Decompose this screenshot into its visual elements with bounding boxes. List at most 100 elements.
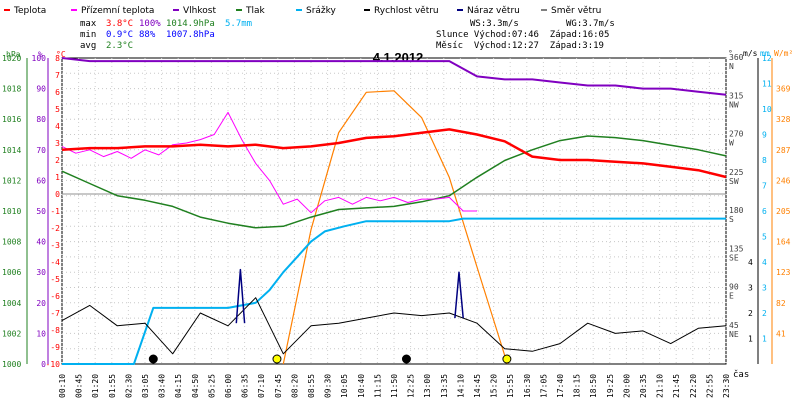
x-tick-label: 01:20 <box>91 374 100 398</box>
tick-label-hpa: 1008 <box>2 238 21 247</box>
tick-label-mm: 5 <box>762 233 767 242</box>
series-pressure-line <box>61 135 727 229</box>
tick-label-hpa: 1020 <box>2 54 21 63</box>
tick-label-direction: 135 <box>729 244 744 253</box>
tick-label-ms: 2 <box>748 309 753 318</box>
series-humidity-line <box>61 57 727 96</box>
tick-label-celsius: -4 <box>50 258 60 267</box>
x-tick-label: 14:10 <box>456 374 465 398</box>
x-tick-label: 00:45 <box>75 374 84 398</box>
tick-label-mm: 8 <box>762 156 767 165</box>
x-tick-label: 06:35 <box>241 374 250 398</box>
tick-label-celsius: 4 <box>55 122 60 131</box>
tick-label-celsius: -2 <box>50 224 60 233</box>
tick-label-percent: 90 <box>36 85 46 94</box>
stats-label-min: min <box>80 30 96 40</box>
stats-min-press: 1007.8hPa <box>166 30 215 40</box>
x-tick-label: 06:00 <box>224 374 233 398</box>
tick-label-ms: 1 <box>748 335 753 344</box>
tick-label-direction-name: W <box>729 139 734 148</box>
legend-label: Náraz větru <box>467 6 520 16</box>
tick-label-direction-name: N <box>729 62 734 71</box>
x-tick-label: 17:40 <box>556 374 565 398</box>
x-tick-label: 18:15 <box>573 374 582 398</box>
tick-label-percent: 60 <box>36 176 46 185</box>
plot-series <box>61 57 727 365</box>
tick-label-direction-name: SW <box>729 177 739 186</box>
tick-label-percent: 50 <box>36 207 46 216</box>
tick-label-wm2: 246 <box>776 176 791 185</box>
x-tick-label: 15:20 <box>490 374 499 398</box>
x-tick-label: 01:55 <box>108 374 117 398</box>
tick-label-direction: 90 <box>729 283 739 292</box>
tick-label-direction-name: NW <box>729 100 739 109</box>
x-tick-label: 12:25 <box>407 374 416 398</box>
tick-label-mm: 3 <box>762 284 767 293</box>
sun-marker <box>272 354 282 364</box>
x-tick-label: 10:40 <box>357 374 366 398</box>
legend-label: Směr větru <box>551 6 601 16</box>
tick-label-mm: 12 <box>762 54 772 63</box>
series-solar-line <box>282 90 508 365</box>
axis-label-hpa: hPa <box>6 50 21 59</box>
tick-label-celsius: 8 <box>55 54 60 63</box>
tick-label-mm: 2 <box>762 309 767 318</box>
tick-label-wm2: 328 <box>776 115 791 124</box>
series-temperature-line <box>61 128 727 179</box>
tick-label-direction: 270 <box>729 130 744 139</box>
tick-label-percent: 0 <box>41 360 46 369</box>
tick-label-celsius: 5 <box>55 105 60 114</box>
tick-label-celsius: 0 <box>55 190 60 199</box>
moon-marker <box>401 354 411 364</box>
tick-label-wm2: 287 <box>776 146 791 155</box>
tick-label-hpa: 1014 <box>2 146 21 155</box>
tick-label-celsius: -9 <box>50 343 60 352</box>
tick-label-mm: 9 <box>762 131 767 140</box>
x-axis-label: čas <box>733 369 749 380</box>
x-tick-label: 08:55 <box>307 374 316 398</box>
x-axis: 00:10 00:45 01:20 01:55 02:30 03:05 03:40 04:15… <box>58 374 731 398</box>
x-tick-label: 20:00 <box>622 374 631 398</box>
moon-marker <box>148 354 158 364</box>
right-axes: ° m/s mm W/m²360N315NW270W225SW180S135SE90E… <box>728 49 793 364</box>
tick-label-mm: 11 <box>762 80 772 89</box>
axis-label-direction: ° <box>728 49 733 58</box>
x-tick-label: 11:50 <box>390 374 399 398</box>
tick-label-wm2: 123 <box>776 268 791 277</box>
left-axes: hPa% °C1020101810161014101210101008100610… <box>2 50 66 369</box>
stats-sun: Slunce Východ:07:46 Západ:16:05 <box>436 30 609 40</box>
x-tick-label: 04:50 <box>191 374 200 398</box>
tick-label-percent: 10 <box>36 329 46 338</box>
stats-avg-temp: 2.3°C <box>106 41 133 51</box>
legend-label: Rychlost větru <box>374 6 439 16</box>
tick-label-celsius: 1 <box>55 173 60 182</box>
x-tick-label: 21:10 <box>656 374 665 398</box>
tick-label-hpa: 1012 <box>2 176 21 185</box>
axis-label-wm2: W/m² <box>774 49 793 58</box>
tick-label-celsius: 3 <box>55 139 60 148</box>
tick-label-ms: 3 <box>748 284 753 293</box>
axis-label-ms: m/s <box>743 49 758 58</box>
sun-marker <box>502 354 512 364</box>
x-tick-label: 13:35 <box>440 374 449 398</box>
x-tick-label: 02:30 <box>124 374 133 398</box>
legend-label: Tlak <box>245 6 266 16</box>
stats-label-max: max <box>80 19 97 29</box>
x-tick-label: 16:30 <box>523 374 532 398</box>
tick-label-direction-name: NE <box>729 330 739 339</box>
stats-max-press: 1014.9hPa <box>166 19 215 29</box>
stats-max-hum: 100% <box>139 19 161 29</box>
x-tick-label: 20:35 <box>639 374 648 398</box>
tick-label-hpa: 1002 <box>2 329 21 338</box>
x-tick-label: 03:40 <box>158 374 167 398</box>
x-tick-label: 15:55 <box>506 374 515 398</box>
x-tick-label: 11:15 <box>373 374 382 398</box>
x-tick-label: 00:10 <box>58 374 67 398</box>
stats-label-avg: avg <box>80 41 96 51</box>
x-tick-label: 03:05 <box>141 374 150 398</box>
x-tick-label: 08:20 <box>290 374 299 398</box>
x-tick-label: 17:05 <box>539 374 548 398</box>
x-tick-label: 07:10 <box>257 374 266 398</box>
tick-label-direction-name: E <box>729 292 734 301</box>
tick-label-mm: 1 <box>762 335 767 344</box>
